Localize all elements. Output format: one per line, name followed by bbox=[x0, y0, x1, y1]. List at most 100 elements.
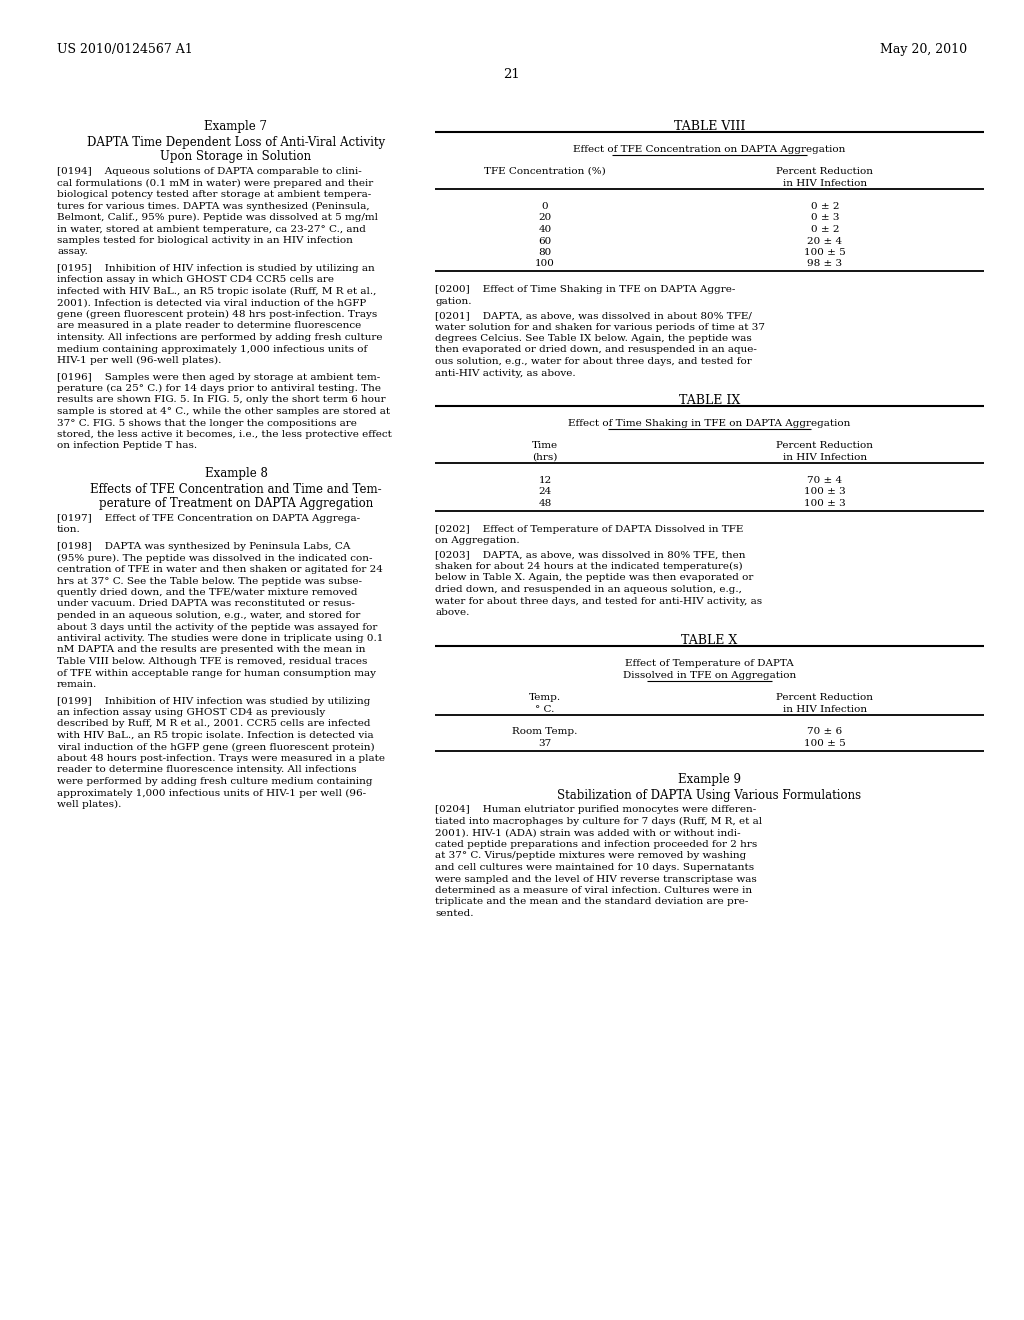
Text: about 48 hours post-infection. Trays were measured in a plate: about 48 hours post-infection. Trays wer… bbox=[57, 754, 385, 763]
Text: determined as a measure of viral infection. Cultures were in: determined as a measure of viral infecti… bbox=[435, 886, 752, 895]
Text: Stabilization of DAPTA Using Various Formulations: Stabilization of DAPTA Using Various For… bbox=[557, 788, 861, 801]
Text: below in Table X. Again, the peptide was then evaporated or: below in Table X. Again, the peptide was… bbox=[435, 573, 754, 582]
Text: (95% pure). The peptide was dissolved in the indicated con-: (95% pure). The peptide was dissolved in… bbox=[57, 553, 373, 562]
Text: [0196]    Samples were then aged by storage at ambient tem-: [0196] Samples were then aged by storage… bbox=[57, 372, 380, 381]
Text: results are shown FIG. 5. In FIG. 5, only the short term 6 hour: results are shown FIG. 5. In FIG. 5, onl… bbox=[57, 396, 386, 404]
Text: 37: 37 bbox=[539, 739, 552, 748]
Text: 0: 0 bbox=[542, 202, 548, 211]
Text: antiviral activity. The studies were done in triplicate using 0.1: antiviral activity. The studies were don… bbox=[57, 634, 383, 643]
Text: tion.: tion. bbox=[57, 525, 81, 535]
Text: viral induction of the hGFP gene (green fluorescent protein): viral induction of the hGFP gene (green … bbox=[57, 742, 375, 751]
Text: triplicate and the mean and the standard deviation are pre-: triplicate and the mean and the standard… bbox=[435, 898, 749, 907]
Text: were sampled and the level of HIV reverse transcriptase was: were sampled and the level of HIV revers… bbox=[435, 874, 757, 883]
Text: on infection Peptide T has.: on infection Peptide T has. bbox=[57, 441, 198, 450]
Text: 20: 20 bbox=[539, 214, 552, 223]
Text: Example 7: Example 7 bbox=[205, 120, 267, 133]
Text: reader to determine fluorescence intensity. All infections: reader to determine fluorescence intensi… bbox=[57, 766, 356, 775]
Text: 70 ± 6: 70 ± 6 bbox=[808, 727, 843, 737]
Text: TABLE IX: TABLE IX bbox=[679, 393, 740, 407]
Text: degrees Celcius. See Table IX below. Again, the peptide was: degrees Celcius. See Table IX below. Aga… bbox=[435, 334, 752, 343]
Text: samples tested for biological activity in an HIV infection: samples tested for biological activity i… bbox=[57, 236, 353, 246]
Text: TFE Concentration (%): TFE Concentration (%) bbox=[484, 168, 606, 176]
Text: sample is stored at 4° C., while the other samples are stored at: sample is stored at 4° C., while the oth… bbox=[57, 407, 390, 416]
Text: 0 ± 2: 0 ± 2 bbox=[811, 202, 840, 211]
Text: well plates).: well plates). bbox=[57, 800, 122, 809]
Text: Effect of TFE Concentration on DAPTA Aggregation: Effect of TFE Concentration on DAPTA Agg… bbox=[573, 145, 846, 154]
Text: cated peptide preparations and infection proceeded for 2 hrs: cated peptide preparations and infection… bbox=[435, 840, 758, 849]
Text: ous solution, e.g., water for about three days, and tested for: ous solution, e.g., water for about thre… bbox=[435, 356, 752, 366]
Text: tiated into macrophages by culture for 7 days (Ruff, M R, et al: tiated into macrophages by culture for 7… bbox=[435, 817, 762, 826]
Text: were performed by adding fresh culture medium containing: were performed by adding fresh culture m… bbox=[57, 777, 373, 785]
Text: [0195]    Inhibition of HIV infection is studied by utilizing an: [0195] Inhibition of HIV infection is st… bbox=[57, 264, 375, 273]
Text: 98 ± 3: 98 ± 3 bbox=[808, 260, 843, 268]
Text: 2001). Infection is detected via viral induction of the hGFP: 2001). Infection is detected via viral i… bbox=[57, 298, 367, 308]
Text: 60: 60 bbox=[539, 236, 552, 246]
Text: Room Temp.: Room Temp. bbox=[512, 727, 578, 737]
Text: shaken for about 24 hours at the indicated temperature(s): shaken for about 24 hours at the indicat… bbox=[435, 562, 742, 572]
Text: 0 ± 3: 0 ± 3 bbox=[811, 214, 840, 223]
Text: [0201]    DAPTA, as above, was dissolved in about 80% TFE/: [0201] DAPTA, as above, was dissolved in… bbox=[435, 312, 752, 319]
Text: 40: 40 bbox=[539, 224, 552, 234]
Text: Percent Reduction: Percent Reduction bbox=[776, 693, 873, 701]
Text: [0200]    Effect of Time Shaking in TFE on DAPTA Aggre-: [0200] Effect of Time Shaking in TFE on … bbox=[435, 285, 735, 294]
Text: Effect of Time Shaking in TFE on DAPTA Aggregation: Effect of Time Shaking in TFE on DAPTA A… bbox=[568, 418, 851, 428]
Text: an infection assay using GHOST CD4 as previously: an infection assay using GHOST CD4 as pr… bbox=[57, 708, 326, 717]
Text: [0204]    Human elutriator purified monocytes were differen-: [0204] Human elutriator purified monocyt… bbox=[435, 805, 757, 814]
Text: Time: Time bbox=[531, 441, 558, 450]
Text: 80: 80 bbox=[539, 248, 552, 257]
Text: 0 ± 2: 0 ± 2 bbox=[811, 224, 840, 234]
Text: ° C.: ° C. bbox=[536, 705, 555, 714]
Text: under vacuum. Dried DAPTA was reconstituted or resus-: under vacuum. Dried DAPTA was reconstitu… bbox=[57, 599, 355, 609]
Text: HIV-1 per well (96-well plates).: HIV-1 per well (96-well plates). bbox=[57, 356, 221, 366]
Text: [0202]    Effect of Temperature of DAPTA Dissolved in TFE: [0202] Effect of Temperature of DAPTA Di… bbox=[435, 524, 743, 533]
Text: 100: 100 bbox=[536, 260, 555, 268]
Text: are measured in a plate reader to determine fluorescence: are measured in a plate reader to determ… bbox=[57, 322, 361, 330]
Text: gation.: gation. bbox=[435, 297, 471, 305]
Text: May 20, 2010: May 20, 2010 bbox=[880, 44, 967, 55]
Text: Percent Reduction: Percent Reduction bbox=[776, 168, 873, 176]
Text: DAPTA Time Dependent Loss of Anti-Viral Activity: DAPTA Time Dependent Loss of Anti-Viral … bbox=[87, 136, 385, 149]
Text: tures for various times. DAPTA was synthesized (Peninsula,: tures for various times. DAPTA was synth… bbox=[57, 202, 370, 211]
Text: 12: 12 bbox=[539, 477, 552, 484]
Text: Temp.: Temp. bbox=[529, 693, 561, 701]
Text: Belmont, Calif., 95% pure). Peptide was dissolved at 5 mg/ml: Belmont, Calif., 95% pure). Peptide was … bbox=[57, 213, 378, 222]
Text: perature of Treatment on DAPTA Aggregation: perature of Treatment on DAPTA Aggregati… bbox=[99, 498, 373, 510]
Text: 24: 24 bbox=[539, 487, 552, 496]
Text: biological potency tested after storage at ambient tempera-: biological potency tested after storage … bbox=[57, 190, 372, 199]
Text: TABLE VIII: TABLE VIII bbox=[674, 120, 745, 133]
Text: [0194]    Aqueous solutions of DAPTA comparable to clini-: [0194] Aqueous solutions of DAPTA compar… bbox=[57, 168, 361, 176]
Text: 70 ± 4: 70 ± 4 bbox=[808, 477, 843, 484]
Text: water for about three days, and tested for anti-HIV activity, as: water for about three days, and tested f… bbox=[435, 597, 762, 606]
Text: US 2010/0124567 A1: US 2010/0124567 A1 bbox=[57, 44, 193, 55]
Text: remain.: remain. bbox=[57, 680, 97, 689]
Text: [0197]    Effect of TFE Concentration on DAPTA Aggrega-: [0197] Effect of TFE Concentration on DA… bbox=[57, 513, 360, 523]
Text: dried down, and resuspended in an aqueous solution, e.g.,: dried down, and resuspended in an aqueou… bbox=[435, 585, 741, 594]
Text: stored, the less active it becomes, i.e., the less protective effect: stored, the less active it becomes, i.e.… bbox=[57, 430, 392, 440]
Text: perature (ca 25° C.) for 14 days prior to antiviral testing. The: perature (ca 25° C.) for 14 days prior t… bbox=[57, 384, 381, 393]
Text: then evaporated or dried down, and resuspended in an aque-: then evaporated or dried down, and resus… bbox=[435, 346, 757, 355]
Text: described by Ruff, M R et al., 2001. CCR5 cells are infected: described by Ruff, M R et al., 2001. CCR… bbox=[57, 719, 371, 729]
Text: about 3 days until the activity of the peptide was assayed for: about 3 days until the activity of the p… bbox=[57, 623, 378, 631]
Text: above.: above. bbox=[435, 609, 469, 616]
Text: quently dried down, and the TFE/water mixture removed: quently dried down, and the TFE/water mi… bbox=[57, 587, 357, 597]
Text: in water, stored at ambient temperature, ca 23-27° C., and: in water, stored at ambient temperature,… bbox=[57, 224, 366, 234]
Text: [0199]    Inhibition of HIV infection was studied by utilizing: [0199] Inhibition of HIV infection was s… bbox=[57, 697, 371, 705]
Text: at 37° C. Virus/peptide mixtures were removed by washing: at 37° C. Virus/peptide mixtures were re… bbox=[435, 851, 746, 861]
Text: on Aggregation.: on Aggregation. bbox=[435, 536, 519, 545]
Text: pended in an aqueous solution, e.g., water, and stored for: pended in an aqueous solution, e.g., wat… bbox=[57, 611, 360, 620]
Text: Effects of TFE Concentration and Time and Tem-: Effects of TFE Concentration and Time an… bbox=[90, 483, 382, 496]
Text: 100 ± 5: 100 ± 5 bbox=[804, 248, 846, 257]
Text: nM DAPTA and the results are presented with the mean in: nM DAPTA and the results are presented w… bbox=[57, 645, 366, 655]
Text: Dissolved in TFE on Aggregation: Dissolved in TFE on Aggregation bbox=[623, 671, 796, 680]
Text: gene (green fluorescent protein) 48 hrs post-infection. Trays: gene (green fluorescent protein) 48 hrs … bbox=[57, 310, 377, 319]
Text: Upon Storage in Solution: Upon Storage in Solution bbox=[161, 150, 311, 162]
Text: 100 ± 3: 100 ± 3 bbox=[804, 499, 846, 508]
Text: 21: 21 bbox=[504, 69, 520, 81]
Text: infected with HIV BaL., an R5 tropic isolate (Ruff, M R et al.,: infected with HIV BaL., an R5 tropic iso… bbox=[57, 286, 377, 296]
Text: medium containing approximately 1,000 infectious units of: medium containing approximately 1,000 in… bbox=[57, 345, 368, 354]
Text: infection assay in which GHOST CD4 CCR5 cells are: infection assay in which GHOST CD4 CCR5 … bbox=[57, 276, 334, 285]
Text: centration of TFE in water and then shaken or agitated for 24: centration of TFE in water and then shak… bbox=[57, 565, 383, 574]
Text: Effect of Temperature of DAPTA: Effect of Temperature of DAPTA bbox=[625, 659, 794, 668]
Text: approximately 1,000 infectious units of HIV-1 per well (96-: approximately 1,000 infectious units of … bbox=[57, 788, 367, 797]
Text: 100 ± 3: 100 ± 3 bbox=[804, 487, 846, 496]
